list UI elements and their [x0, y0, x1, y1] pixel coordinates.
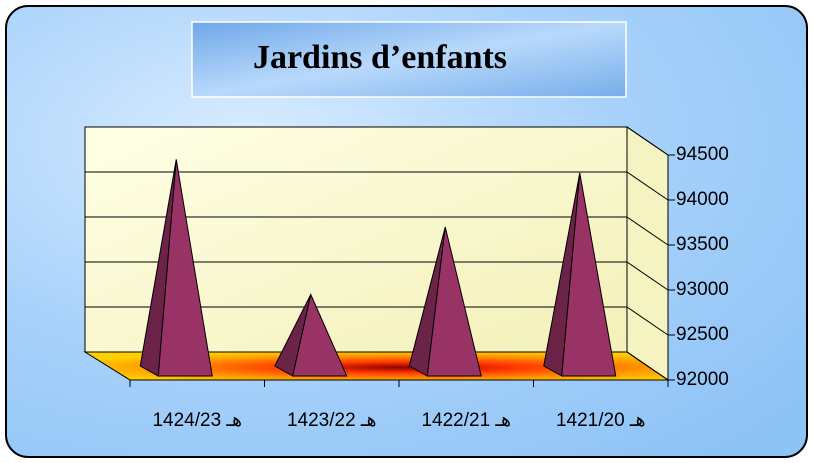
side-wall [626, 126, 669, 381]
chart-title: Jardins d’enfants [253, 39, 507, 76]
pyramid-face [157, 159, 213, 377]
pyramid [408, 226, 482, 377]
pyramid-face [426, 226, 482, 377]
y-tick-label: 92000 [676, 369, 729, 390]
pyramid [274, 292, 348, 377]
y-tick-label: 94500 [676, 144, 729, 165]
pyramid-face [292, 292, 348, 377]
grid-line [626, 216, 669, 246]
grid-line [626, 306, 669, 336]
y-tick-label: 94000 [676, 189, 729, 210]
pyramid [139, 159, 213, 377]
pyramid [543, 172, 617, 377]
plot [139, 159, 617, 377]
x-tick-label: هـ 1421/20 [556, 410, 646, 431]
y-tick-label: 92500 [676, 324, 729, 345]
y-tick-label: 93500 [676, 234, 729, 255]
x-tick-label: هـ 1423/22 [287, 410, 377, 431]
title-box [191, 21, 627, 98]
x-tick-label: هـ 1424/23 [152, 410, 242, 431]
grid-line [626, 261, 669, 291]
grid-line [626, 126, 669, 156]
y-tick-label: 93000 [676, 279, 729, 300]
grid-line [626, 171, 669, 201]
x-tick-label: هـ 1422/21 [421, 410, 511, 431]
grid-line [626, 351, 669, 381]
pyramid-face [561, 172, 617, 377]
